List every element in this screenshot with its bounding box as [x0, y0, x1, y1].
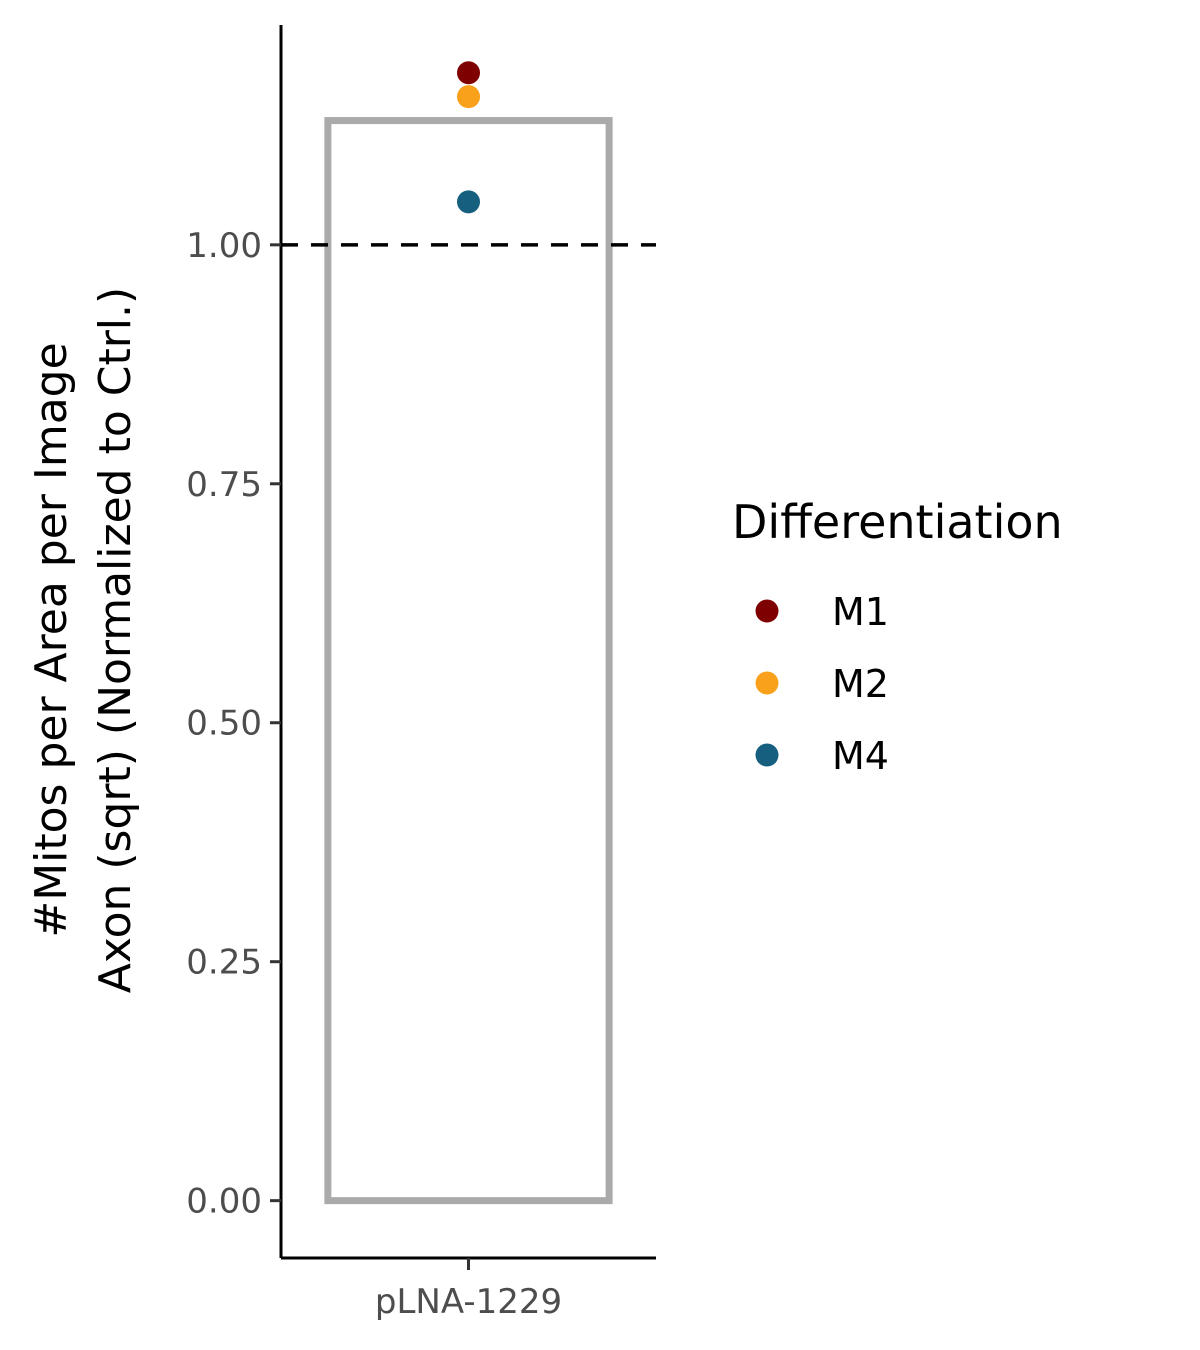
- legend-key-M2: [755, 671, 779, 695]
- x-tick-label: pLNA-1229: [375, 1282, 562, 1322]
- y-axis-title-line-2: Axon (sqrt) (Normalized to Ctrl.): [90, 287, 141, 993]
- legend: Differentiation M1 M2 M4: [732, 495, 1063, 778]
- point-M2: [457, 85, 480, 109]
- y-tick-label: 0.25: [186, 943, 262, 983]
- point-M1: [457, 61, 480, 85]
- y-axis-title-line-1: #Mitos per Area per Image: [26, 342, 77, 937]
- y-tick-label: 0.00: [186, 1182, 262, 1222]
- bar-pLNA-1229: [324, 117, 613, 1205]
- x-axis-ticks: pLNA-1229: [375, 1258, 562, 1322]
- legend-label-M4: M4: [832, 734, 889, 778]
- legend-entries: M1 M2 M4: [755, 590, 889, 778]
- y-axis-title: #Mitos per Area per Image Axon (sqrt) (N…: [26, 287, 141, 993]
- y-axis-ticks: 0.00 0.25 0.50 0.75 1.00: [186, 226, 281, 1222]
- y-tick-label: 0.50: [186, 704, 262, 744]
- legend-key-M1: [755, 599, 779, 623]
- legend-key-M4: [755, 743, 779, 767]
- legend-label-M2: M2: [832, 662, 889, 706]
- plot-layer: [281, 61, 656, 1205]
- point-M4: [457, 190, 480, 214]
- y-tick-label: 1.00: [186, 226, 262, 266]
- legend-title: Differentiation: [732, 495, 1063, 549]
- legend-label-M1: M1: [832, 590, 889, 634]
- y-tick-label: 0.75: [186, 465, 262, 505]
